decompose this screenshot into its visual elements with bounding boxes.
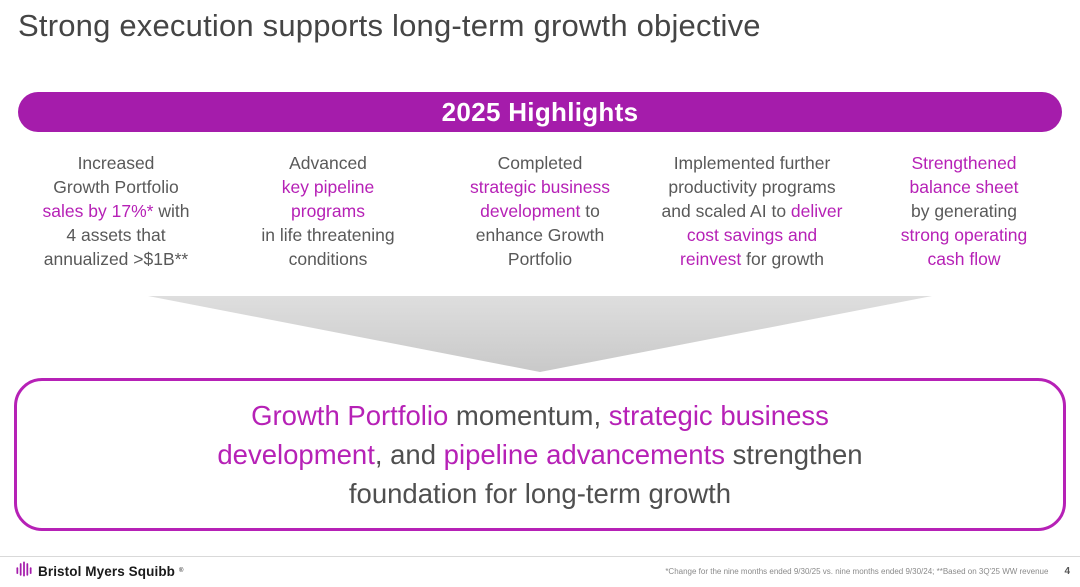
logo-text: Bristol Myers Squibb bbox=[38, 563, 176, 579]
highlights-banner: 2025 Highlights bbox=[18, 92, 1062, 132]
footer-divider bbox=[0, 556, 1080, 557]
summary-box: Growth Portfolio momentum, strategic bus… bbox=[14, 378, 1066, 531]
registered-mark: ® bbox=[179, 568, 184, 574]
highlight-column-business-development: Completed strategic business development… bbox=[469, 153, 611, 269]
page-number: 4 bbox=[1064, 565, 1070, 577]
highlight-column-productivity: Implemented further productivity program… bbox=[661, 153, 843, 269]
footnote-text: *Change for the nine months ended 9/30/2… bbox=[665, 566, 1049, 576]
footer: Bristol Myers Squibb ® *Change for the ni… bbox=[14, 559, 1070, 583]
bms-hand-icon bbox=[14, 559, 34, 584]
footnote-area: *Change for the nine months ended 9/30/2… bbox=[665, 566, 1070, 577]
highlight-column-pipeline: Advanced key pipeline programs in life t… bbox=[261, 153, 395, 269]
highlight-column-sales: Increased Growth Portfolio sales by 17%*… bbox=[42, 153, 190, 269]
summary-text: Growth Portfolio momentum, strategic bus… bbox=[217, 399, 863, 510]
highlights-columns: Increased Growth Portfolio sales by 17%*… bbox=[12, 152, 1068, 272]
highlight-column-balance-sheet: Strengthened balance sheet by generating… bbox=[900, 153, 1028, 269]
highlights-banner-label: 2025 Highlights bbox=[441, 96, 639, 127]
page-title: Strong execution supports long-term grow… bbox=[18, 8, 761, 43]
down-arrow-shape bbox=[148, 296, 932, 372]
bms-logo: Bristol Myers Squibb ® bbox=[14, 559, 183, 584]
